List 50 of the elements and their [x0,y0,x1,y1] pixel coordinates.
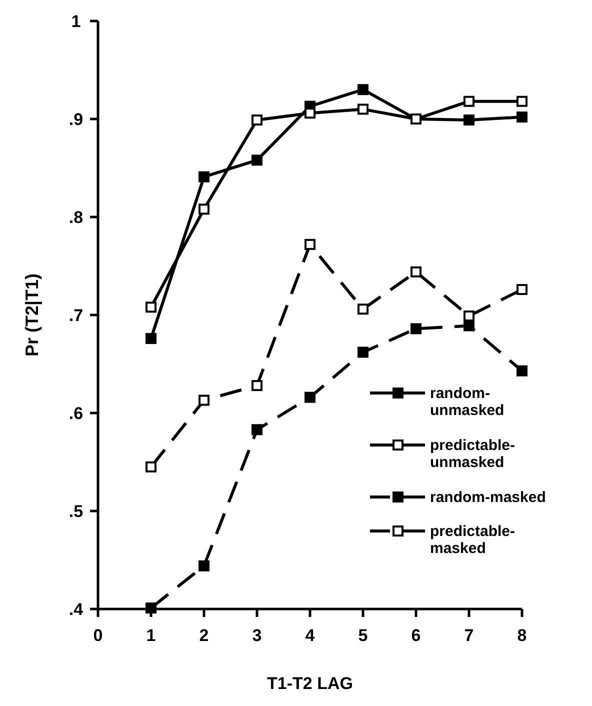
x-tick-label: 6 [411,626,421,645]
y-tick-label: .4 [68,600,84,619]
point [198,560,210,572]
point [304,392,316,403]
x-tick-label: 3 [252,626,262,645]
legend-label: predictable-unmasked [430,437,516,471]
point [146,302,156,313]
point [146,333,156,344]
point [464,320,474,332]
x-axis-title: T1-T2 LAG [267,674,353,693]
point [516,365,528,376]
point [304,238,316,250]
y-tick-label: .9 [68,110,84,129]
y-tick-label: .8 [68,208,84,227]
x-tick-label: 4 [305,626,316,645]
point [464,96,474,107]
point [464,114,474,126]
y-tick-label: .5 [68,502,84,521]
point [410,266,422,278]
point [516,112,528,123]
x-tick-label: 5 [358,626,368,645]
point [358,84,368,96]
point [198,394,210,406]
x-tick-label: 1 [146,626,156,645]
x-tick-label: 2 [199,626,209,645]
point [358,104,368,115]
point [198,171,210,182]
point [516,284,528,296]
point [358,304,368,315]
point [198,204,210,215]
y-tick-label: .7 [68,306,84,325]
point [146,602,156,614]
point [252,424,262,436]
x-tick-label: 7 [464,626,474,645]
y-axis-title: Pr (T2|T1) [22,273,42,357]
point [358,346,368,358]
x-tick-label: 8 [517,626,527,645]
point [146,461,156,472]
y-tick-label: .6 [68,404,84,423]
point [252,154,262,166]
point [464,310,474,322]
legend-label: random-masked [430,489,546,506]
point [252,114,262,126]
y-tick-label: 1 [71,12,81,31]
point [516,96,528,107]
point [252,380,262,392]
legend-label: random-unmasked [430,385,504,419]
x-tick-label: 0 [93,626,103,645]
point [410,323,422,334]
legend-label: predictable-masked [430,523,516,557]
